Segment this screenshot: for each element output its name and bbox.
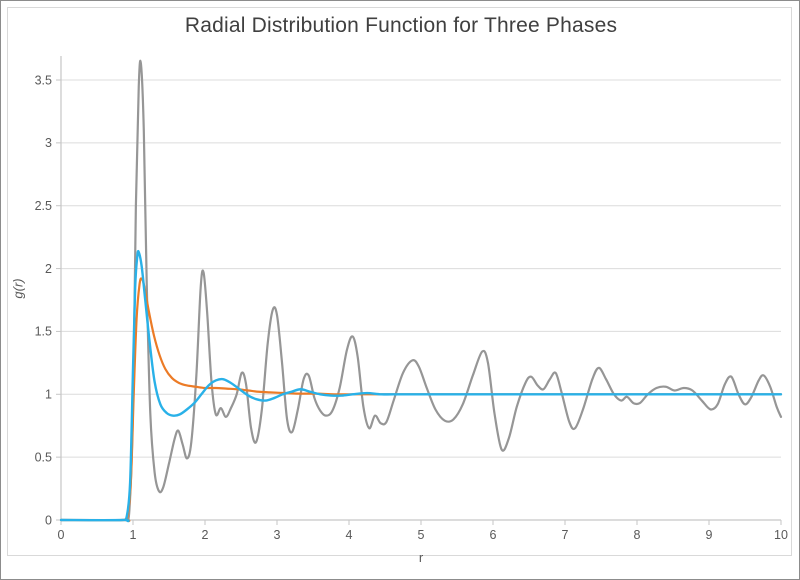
y-tick-label: 3.5 [35,73,52,87]
x-tick-label: 6 [490,528,497,542]
y-tick-label: 2 [45,262,52,276]
y-tick-label: 1 [45,388,52,402]
series-gray-line [59,59,783,522]
chart-title: Radial Distribution Function for Three P… [184,14,618,37]
y-tick-label: 2.5 [35,199,52,213]
x-tick-label: 10 [774,528,788,542]
x-tick-label: 5 [418,528,425,542]
y-tick-label: 0 [45,513,52,527]
x-tick-label: 2 [202,528,209,542]
x-tick-label: 4 [346,528,353,542]
series-orange-line [59,277,783,523]
x-axis-label: r [418,550,424,565]
x-tick-label: 7 [562,528,569,542]
x-tick-label: 8 [634,528,641,542]
x-tick-label: 0 [58,528,65,542]
y-tick-label: 1.5 [35,325,52,339]
x-tick-label: 3 [274,528,281,542]
x-tick-label: 9 [706,528,713,542]
y-tick-label: 0.5 [35,450,52,464]
series-blue-line [59,249,783,523]
x-tick-label: 1 [130,528,137,542]
y-tick-label: 3 [45,136,52,150]
